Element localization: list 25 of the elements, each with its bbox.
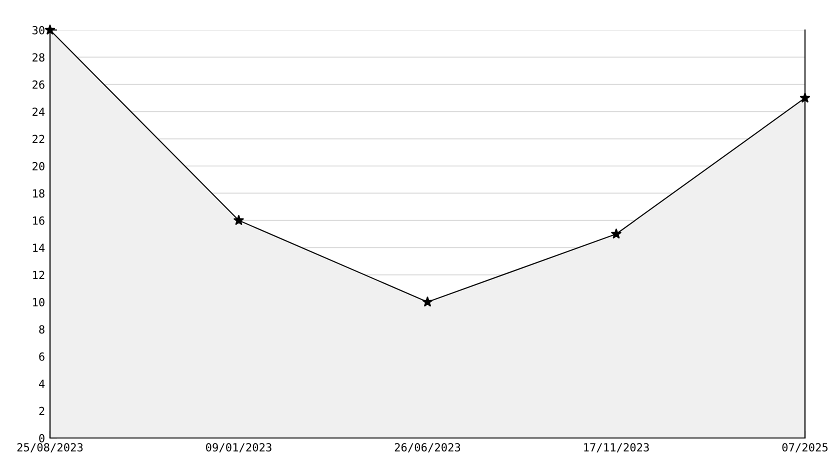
- y-tick-label: 10: [33, 298, 44, 306]
- y-tick-label: 30: [32, 26, 44, 34]
- x-tick-label: 25/08/2023: [17, 443, 83, 452]
- y-tick-label: 6: [39, 352, 44, 361]
- x-tick-label: 09/01/2023: [206, 443, 272, 452]
- x-tick-label: 07/2025: [782, 443, 828, 452]
- x-tick-label: 17/11/2023: [584, 443, 649, 452]
- point: [234, 215, 244, 225]
- y-tick-label: 2: [39, 406, 44, 416]
- y-tick-label: 12: [33, 270, 44, 280]
- y-tick-label: 4: [39, 380, 45, 388]
- point: [611, 228, 622, 238]
- y-tick-label: 18: [33, 189, 44, 198]
- point: [422, 296, 433, 306]
- y-tick-label: 28: [32, 53, 44, 62]
- x-tick-label: 26/06/2023: [394, 443, 460, 452]
- y-tick-label: 8: [39, 325, 44, 334]
- y-tick-label: 24: [32, 108, 45, 116]
- y-tick-label: 0: [39, 434, 44, 442]
- point: [800, 92, 810, 102]
- y-tick-label: 20: [32, 162, 44, 170]
- y-tick-label: 14: [33, 244, 45, 252]
- y-tick-label: 16: [33, 216, 44, 225]
- y-tick-label: 22: [32, 134, 44, 144]
- y-tick-label: 26: [32, 80, 44, 89]
